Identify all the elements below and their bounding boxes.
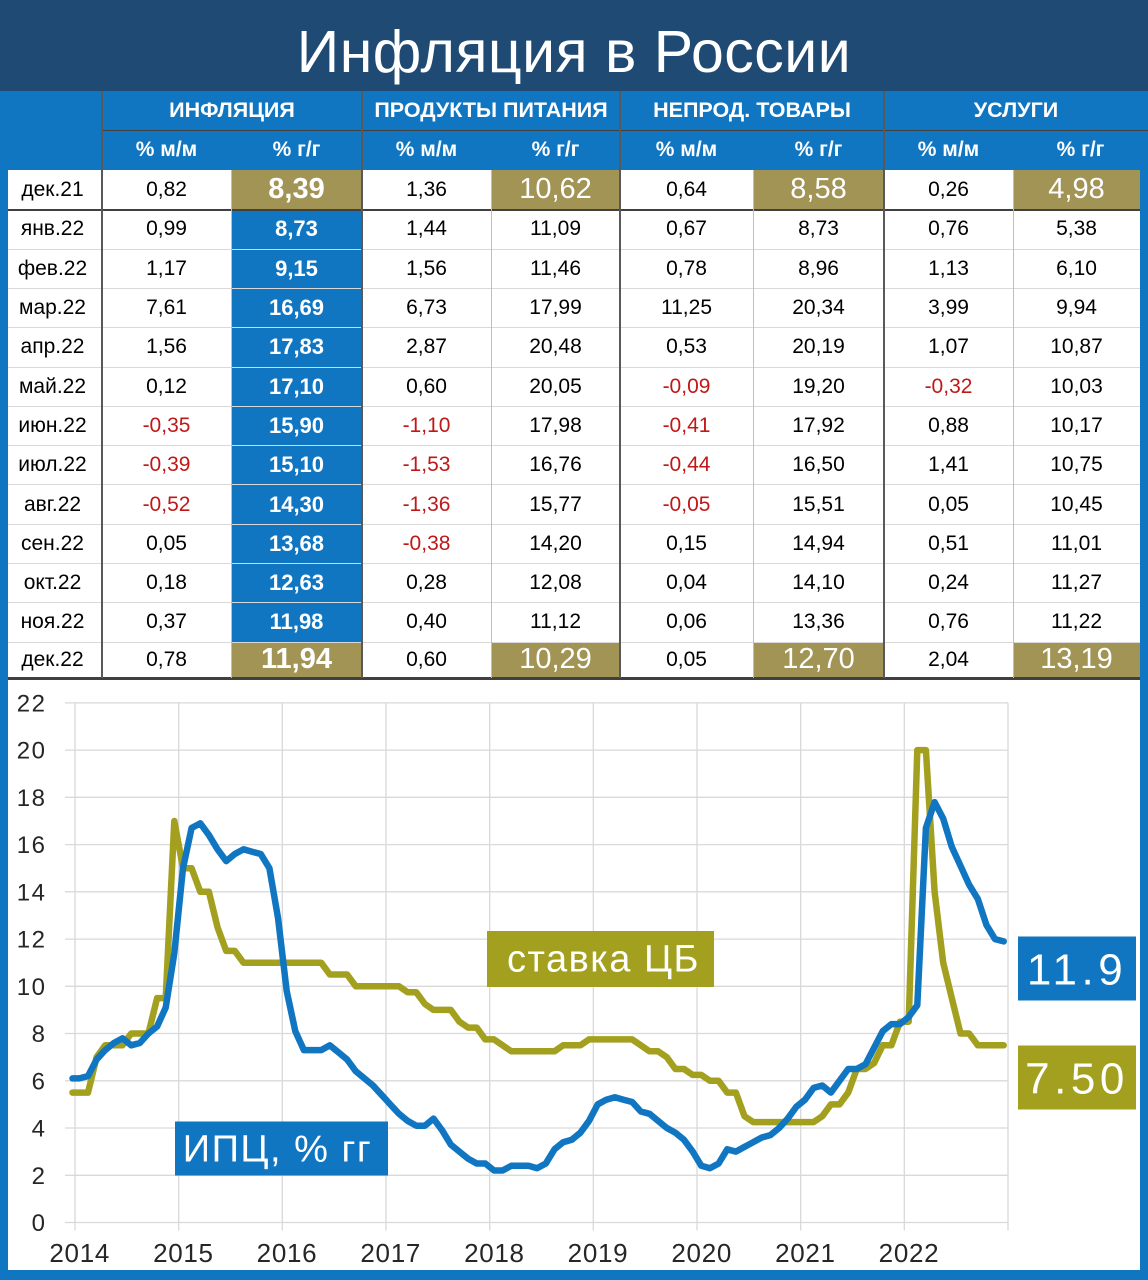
svg-text:8: 8 (32, 1021, 47, 1048)
svg-text:2022: 2022 (879, 1238, 940, 1268)
svg-text:18: 18 (17, 784, 47, 811)
svg-text:0: 0 (32, 1210, 47, 1237)
svg-text:16: 16 (17, 832, 47, 859)
svg-text:ИПЦ, % гг: ИПЦ, % гг (183, 1128, 372, 1170)
svg-text:2016: 2016 (257, 1238, 318, 1268)
svg-text:22: 22 (17, 690, 47, 717)
svg-text:2021: 2021 (775, 1238, 836, 1268)
svg-text:10: 10 (17, 973, 47, 1000)
svg-text:11.9: 11.9 (1027, 945, 1127, 994)
svg-text:2018: 2018 (464, 1238, 525, 1268)
svg-text:20: 20 (17, 737, 47, 764)
svg-text:2019: 2019 (568, 1238, 629, 1268)
svg-text:2: 2 (32, 1162, 47, 1189)
svg-text:ставка ЦБ: ставка ЦБ (507, 938, 700, 980)
svg-text:12: 12 (17, 926, 47, 953)
svg-text:14: 14 (17, 879, 47, 906)
svg-text:7.50: 7.50 (1025, 1054, 1129, 1103)
svg-text:4: 4 (32, 1115, 47, 1142)
svg-text:2020: 2020 (671, 1238, 732, 1268)
svg-text:2014: 2014 (49, 1238, 110, 1268)
svg-text:6: 6 (32, 1068, 47, 1095)
svg-text:2017: 2017 (360, 1238, 421, 1268)
svg-text:2015: 2015 (153, 1238, 214, 1268)
